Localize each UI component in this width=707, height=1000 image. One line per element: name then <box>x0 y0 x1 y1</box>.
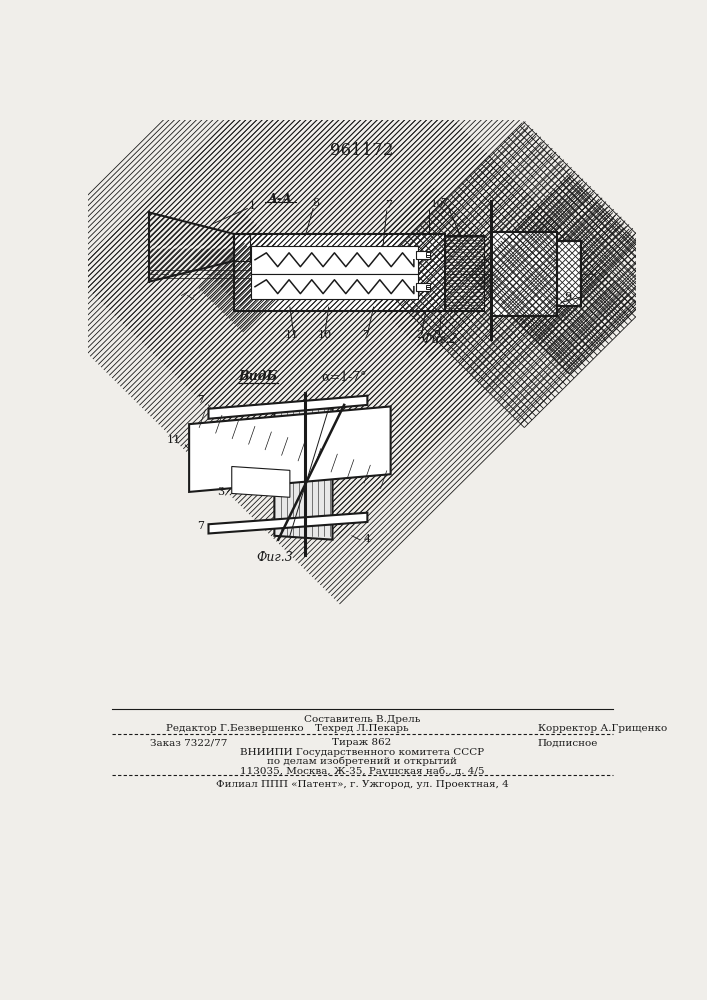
Bar <box>234 246 251 274</box>
Text: 7: 7 <box>198 521 204 531</box>
Text: 1: 1 <box>249 201 256 211</box>
Bar <box>557 241 580 306</box>
Bar <box>557 241 580 306</box>
Bar <box>491 232 557 316</box>
Bar <box>418 246 445 299</box>
Text: 11: 11 <box>167 435 182 445</box>
Polygon shape <box>232 466 290 497</box>
Polygon shape <box>274 405 332 540</box>
Polygon shape <box>209 513 368 533</box>
Bar <box>234 274 251 299</box>
Text: Фиг.2: Фиг.2 <box>421 333 458 346</box>
Text: 9: 9 <box>564 292 571 302</box>
Bar <box>557 241 580 306</box>
Polygon shape <box>149 249 234 282</box>
Text: 8: 8 <box>312 198 319 208</box>
Text: 10: 10 <box>317 330 332 340</box>
Bar <box>251 274 418 299</box>
Bar <box>557 241 580 306</box>
Text: Составитель В.Дрель: Составитель В.Дрель <box>304 715 420 724</box>
Bar <box>416 283 430 291</box>
Text: Заказ 7322/77: Заказ 7322/77 <box>151 738 228 747</box>
Text: ВидБ: ВидБ <box>238 370 277 383</box>
Bar <box>426 285 430 289</box>
Bar <box>416 251 430 259</box>
Text: 7: 7 <box>385 200 392 210</box>
Text: 3: 3 <box>217 487 224 497</box>
Text: A-A: A-A <box>268 193 293 206</box>
Text: Филиал ППП «Патент», г. Ужгород, ул. Проектная, 4: Филиал ППП «Патент», г. Ужгород, ул. Про… <box>216 780 508 789</box>
Text: Редактор Г.Безвершенко: Редактор Г.Безвершенко <box>166 724 303 733</box>
Text: Техред Л.Пекарь: Техред Л.Пекарь <box>315 724 409 733</box>
Bar <box>234 234 445 246</box>
Polygon shape <box>189 406 391 492</box>
Bar <box>251 246 418 274</box>
Bar <box>234 234 445 311</box>
Text: 10: 10 <box>431 200 444 209</box>
Polygon shape <box>149 212 234 246</box>
Text: 7: 7 <box>198 395 204 405</box>
Text: 4: 4 <box>363 534 370 544</box>
Bar <box>234 299 445 311</box>
Polygon shape <box>209 396 368 419</box>
Text: α=1-7°: α=1-7° <box>321 370 366 383</box>
Text: Корректор А.Грищенко: Корректор А.Грищенко <box>538 724 667 733</box>
Text: 2: 2 <box>416 330 423 340</box>
Text: 7: 7 <box>440 198 448 208</box>
Bar <box>491 232 557 316</box>
Text: 5: 5 <box>434 330 441 340</box>
Text: ВНИИПИ Государственного комитета СССР: ВНИИПИ Государственного комитета СССР <box>240 748 484 757</box>
Bar <box>234 234 445 246</box>
Bar <box>418 246 445 299</box>
Text: по делам изобретений и открытий: по делам изобретений и открытий <box>267 757 457 766</box>
Text: 113035, Москва, Ж-35, Раушская наб., д. 4/5: 113035, Москва, Ж-35, Раушская наб., д. … <box>240 766 484 776</box>
Bar <box>491 232 557 316</box>
Text: Тираж 862: Тираж 862 <box>332 738 392 747</box>
Text: 961172: 961172 <box>330 142 394 159</box>
Text: Подписное: Подписное <box>538 738 598 747</box>
Text: 11: 11 <box>285 330 299 340</box>
Text: Фиг.3: Фиг.3 <box>256 551 293 564</box>
Bar <box>234 246 251 274</box>
Bar <box>491 232 557 316</box>
Bar <box>491 232 557 316</box>
Bar <box>426 252 430 257</box>
Bar <box>557 241 580 306</box>
Bar <box>234 299 445 311</box>
Bar <box>234 274 251 299</box>
Text: 7: 7 <box>362 330 369 340</box>
